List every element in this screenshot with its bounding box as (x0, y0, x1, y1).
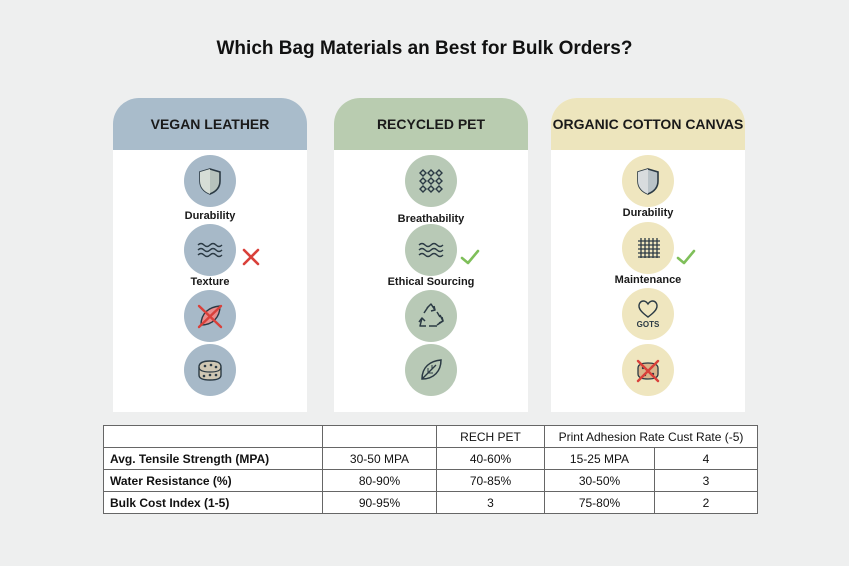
table-cell: 75-80% (544, 491, 655, 514)
label-durability: Durability (184, 210, 236, 222)
table-header-cell: Print Adhesion Rate Cust Rate (-5) (543, 425, 759, 448)
heart-gots-icon: GOTS (622, 288, 674, 340)
table-header-cell (103, 425, 323, 448)
label-maintenance: Maintenance (614, 274, 682, 286)
card-header: RECYCLED PET (334, 98, 528, 150)
table-header-cell: RECH PET (436, 425, 545, 448)
leaf-crossed-icon (184, 290, 236, 342)
label-texture: Texture (190, 276, 230, 288)
label-breathability: Breathability (397, 213, 465, 225)
table-cell: 90-95% (322, 491, 437, 514)
card-header: VEGAN LEATHER (113, 98, 307, 150)
card-header: ORGANIC COTTON CANVAS (551, 98, 745, 150)
table-cell: 15-25 MPA (544, 447, 655, 470)
recycle-icon (405, 290, 457, 342)
grid-weave-icon (622, 222, 674, 274)
card-recycled-pet: RECYCLED PET Breathability Ethical Sourc… (334, 98, 528, 412)
label-durability: Durability (622, 207, 674, 219)
card-vegan-leather: VEGAN LEATHER Durability Texture (113, 98, 307, 412)
check-icon (459, 246, 481, 268)
table-cell: 30-50% (544, 469, 655, 492)
cross-icon (240, 246, 262, 268)
leaf-icon (405, 344, 457, 396)
waves-icon (405, 224, 457, 276)
comparison-table: RECH PET Print Adhesion Rate Cust Rate (… (103, 425, 759, 514)
gots-badge-text: GOTS (637, 320, 660, 329)
shield-icon (184, 155, 236, 207)
table-cell: 3 (436, 491, 545, 514)
label-ethical-sourcing: Ethical Sourcing (387, 276, 475, 288)
table-row: Avg. Tensile Strength (MPA) 30-50 MPA 40… (103, 447, 759, 470)
table-cell: 70-85% (436, 469, 545, 492)
waves-icon (184, 224, 236, 276)
table-row: Water Resistance (%) 80-90% 70-85% 30-50… (103, 469, 759, 492)
row-label: Water Resistance (%) (103, 469, 323, 492)
table-header-row: RECH PET Print Adhesion Rate Cust Rate (… (103, 425, 759, 448)
mesh-pattern-icon (405, 155, 457, 207)
sponge-crossed-icon (622, 344, 674, 396)
table-cell: 2 (653, 491, 759, 514)
page-title: Which Bag Materials an Best for Bulk Ord… (216, 38, 633, 59)
table-cell: 4 (653, 447, 759, 470)
sponge-icon (184, 344, 236, 396)
table-cell: 30-50 MPA (322, 447, 437, 470)
row-label: Bulk Cost Index (1-5) (103, 491, 323, 514)
table-cell: 80-90% (322, 469, 437, 492)
table-row: Bulk Cost Index (1-5) 90-95% 3 75-80% 2 (103, 491, 759, 514)
table-cell: 40-60% (436, 447, 545, 470)
row-label: Avg. Tensile Strength (MPA) (103, 447, 323, 470)
table-cell: 3 (653, 469, 759, 492)
check-icon (675, 246, 697, 268)
table-header-cell (322, 425, 437, 448)
card-organic-cotton-canvas: ORGANIC COTTON CANVAS Durability Mainten… (551, 98, 745, 412)
shield-icon (622, 155, 674, 207)
